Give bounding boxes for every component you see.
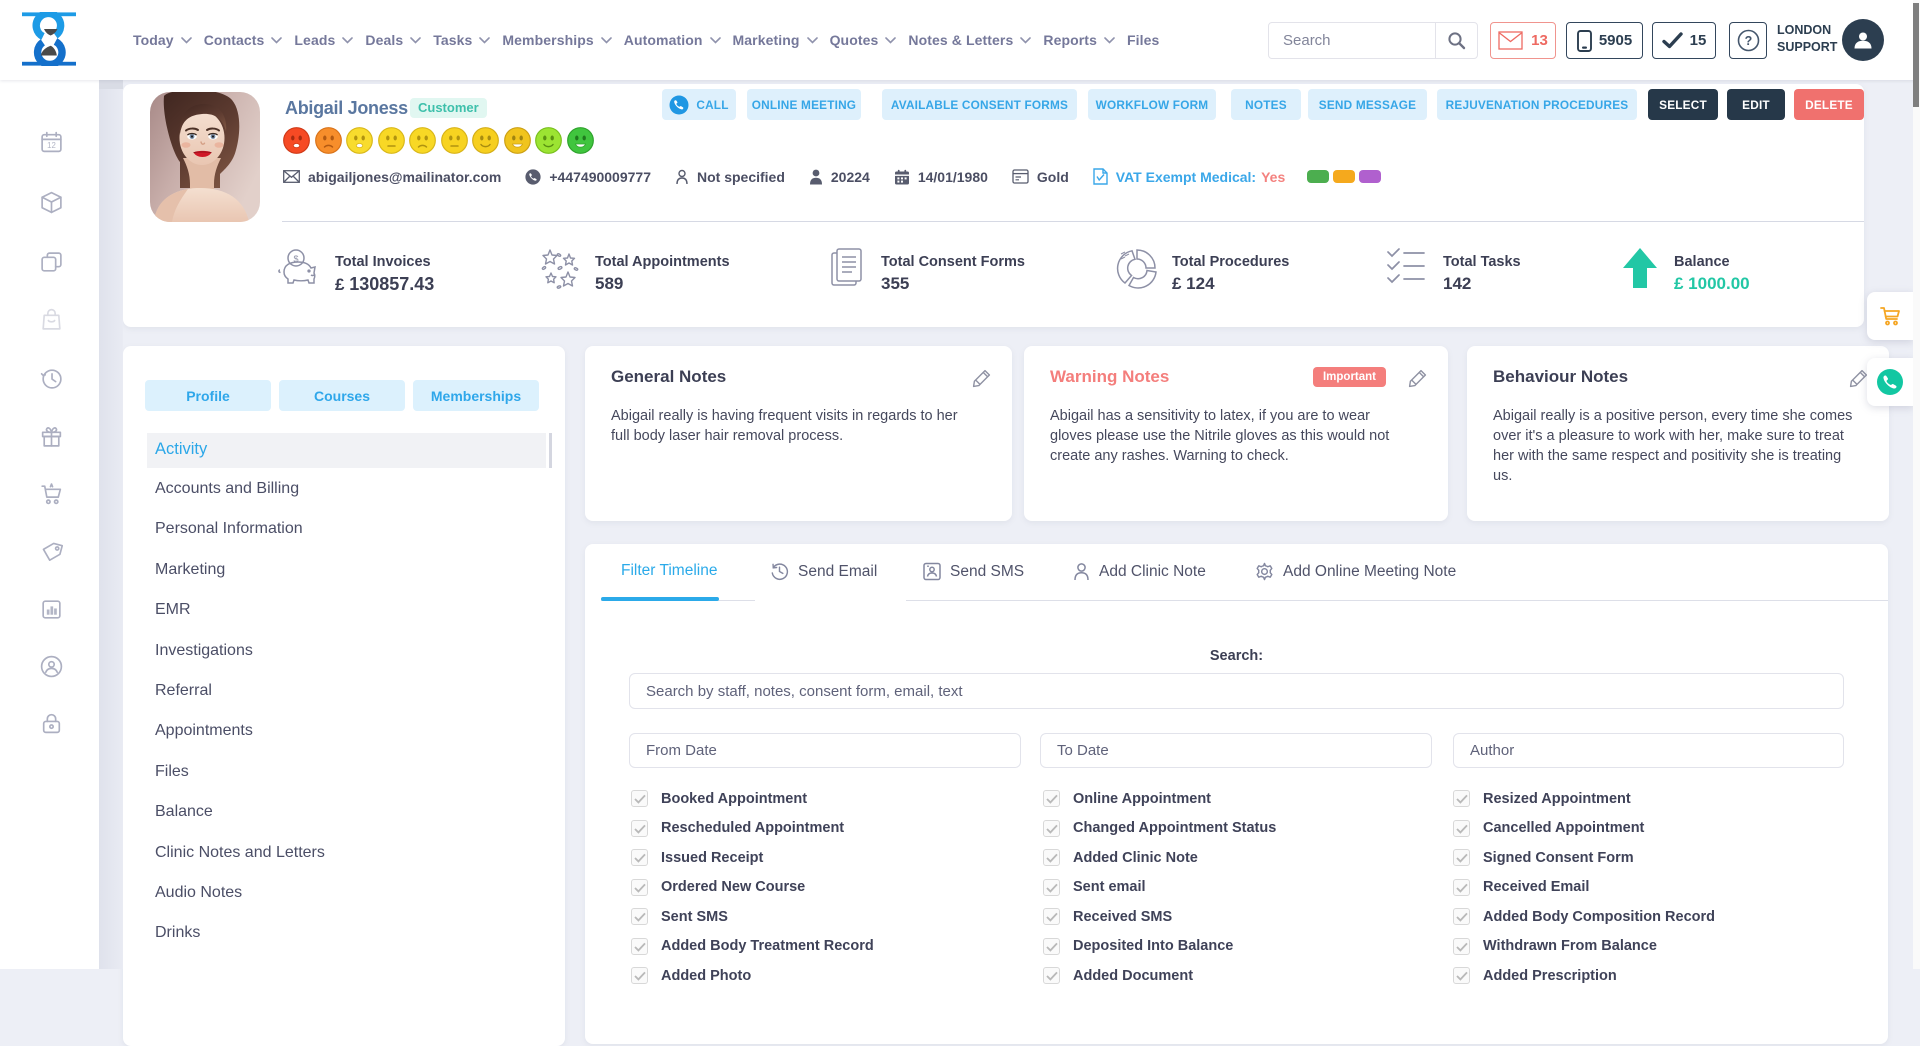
svg-text:?: ? <box>1744 34 1752 48</box>
svg-text:12: 12 <box>47 141 56 150</box>
svg-text:$: $ <box>293 254 298 264</box>
